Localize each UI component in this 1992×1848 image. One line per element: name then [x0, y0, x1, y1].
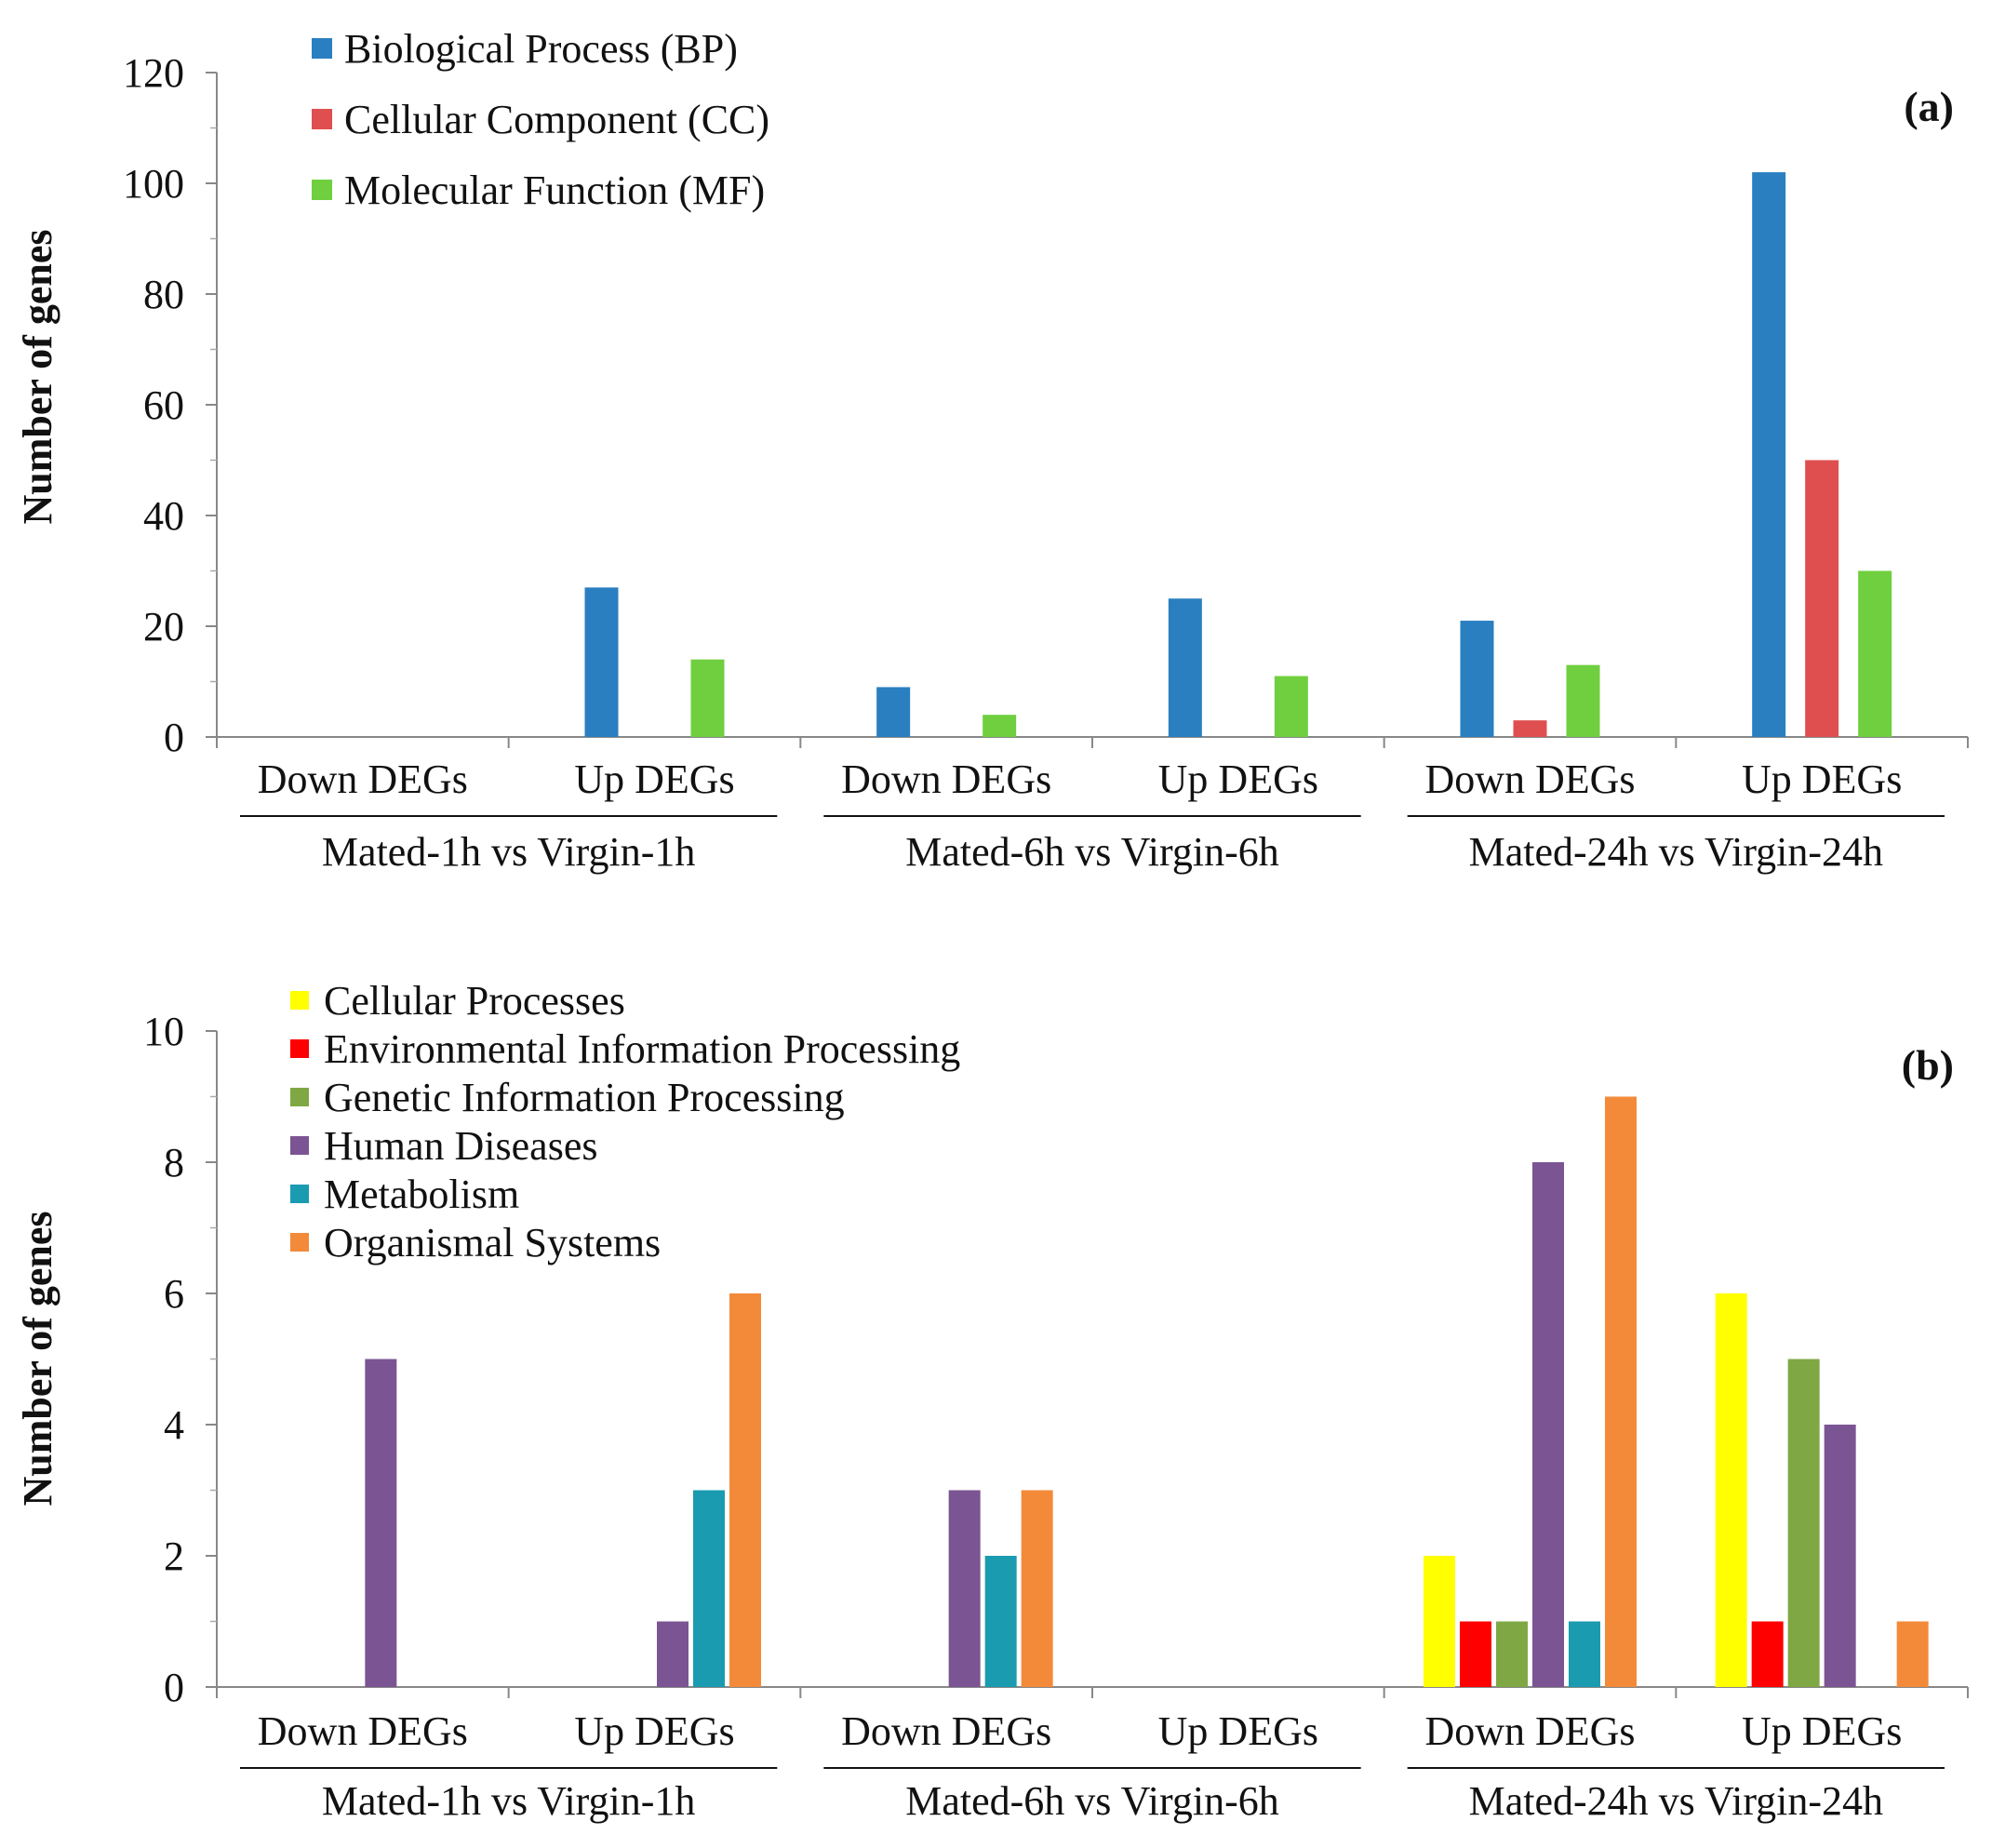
x-category-label: Up DEGs: [574, 757, 734, 802]
bar-metabolism: [693, 1490, 725, 1687]
x-category-label: Down DEGs: [841, 757, 1051, 802]
bar-metabolism: [984, 1556, 1017, 1687]
y-tick-label: 0: [164, 715, 184, 760]
y-tick-label: 80: [143, 272, 184, 317]
bar-metabolism: [1569, 1621, 1600, 1687]
legend-swatch: [290, 1233, 309, 1252]
x-group-label: Mated-24h vs Virgin-24h: [1469, 829, 1883, 875]
bar-molecular-function-mf: [1566, 664, 1600, 737]
bar-organismal-systems: [729, 1293, 761, 1687]
x-category-label: Up DEGs: [1742, 757, 1902, 802]
panel-label: (a): [1904, 83, 1954, 130]
legend-swatch: [290, 1088, 309, 1106]
bar-human-diseases: [1824, 1425, 1856, 1687]
bar-genetic-information-processing: [1496, 1621, 1528, 1687]
bar-organismal-systems: [1896, 1621, 1929, 1687]
legend-label: Environmental Information Processing: [324, 1026, 960, 1072]
bar-biological-process-bp: [1752, 172, 1786, 738]
bar-organismal-systems: [1021, 1490, 1053, 1687]
x-category-label: Down DEGs: [258, 757, 468, 802]
bar-human-diseases: [365, 1359, 397, 1687]
bar-cellular-processes: [1424, 1556, 1455, 1687]
panel-a-bar-chart: 0 20 40 60 80 100 120 Number of genes Down DEGs U…: [15, 26, 1969, 875]
legend-label: Molecular Function (MF): [344, 167, 765, 213]
y-tick-label: 8: [164, 1140, 184, 1185]
legend-label: Genetic Information Processing: [324, 1075, 845, 1120]
y-tick-label: 20: [143, 604, 184, 649]
legend-label: Cellular Processes: [324, 978, 625, 1024]
bar-molecular-function-mf: [1858, 570, 1892, 737]
x-category-label: Down DEGs: [258, 1708, 468, 1754]
y-tick-label: 120: [123, 50, 184, 96]
x-group-label: Mated-6h vs Virgin-6h: [905, 1778, 1278, 1824]
bar-biological-process-bp: [584, 587, 619, 737]
bar-molecular-function-mf: [1274, 676, 1308, 737]
bar-human-diseases: [1532, 1162, 1564, 1687]
legend-label: Biological Process (BP): [344, 26, 738, 72]
legend-swatch: [312, 38, 332, 59]
y-axis-title: Number of genes: [15, 1212, 60, 1507]
x-group-label: Mated-1h vs Virgin-1h: [322, 829, 695, 875]
x-category-label: Down DEGs: [1424, 757, 1635, 802]
bar-environmental-information-processing: [1460, 1621, 1491, 1687]
legend-swatch: [290, 1039, 309, 1058]
legend-label: Cellular Component (CC): [344, 97, 769, 142]
legend-swatch: [312, 109, 332, 129]
y-tick-label: 2: [164, 1533, 184, 1579]
panel-b-bar-chart: 0 2 4 6 8 10 Number of genes Down DEGs Up DEGs Do…: [15, 978, 1969, 1824]
bar-organismal-systems: [1605, 1096, 1637, 1687]
x-group-label: Mated-6h vs Virgin-6h: [905, 829, 1278, 875]
legend-label: Organismal Systems: [324, 1220, 661, 1265]
x-group-label: Mated-1h vs Virgin-1h: [322, 1778, 695, 1824]
legend-swatch: [290, 991, 309, 1010]
y-tick-label: 40: [143, 493, 184, 539]
legend-swatch: [312, 180, 332, 200]
legend-label: Human Diseases: [324, 1123, 598, 1169]
x-category-label: Down DEGs: [841, 1708, 1051, 1754]
legend-label: Metabolism: [324, 1172, 519, 1217]
bar-human-diseases: [948, 1490, 981, 1687]
x-category-label: Up DEGs: [1158, 757, 1318, 802]
bar-biological-process-bp: [1168, 598, 1202, 737]
panel-label: (b): [1902, 1041, 1954, 1089]
legend-swatch: [290, 1185, 309, 1203]
y-axis-title: Number of genes: [15, 230, 60, 525]
x-category-label: Up DEGs: [1742, 1708, 1902, 1754]
x-category-label: Up DEGs: [1158, 1708, 1318, 1754]
legend-swatch: [290, 1136, 309, 1155]
bar-cellular-component-cc: [1513, 720, 1547, 737]
x-category-label: Up DEGs: [574, 1708, 734, 1754]
y-tick-label: 60: [143, 382, 184, 428]
bar-cellular-component-cc: [1805, 460, 1839, 737]
x-category-label: Down DEGs: [1424, 1708, 1635, 1754]
y-tick-label: 0: [164, 1665, 184, 1710]
bar-biological-process-bp: [876, 687, 911, 737]
bar-molecular-function-mf: [983, 715, 1017, 737]
y-tick-label: 100: [123, 161, 184, 207]
y-tick-label: 4: [164, 1402, 184, 1448]
x-group-label: Mated-24h vs Virgin-24h: [1469, 1778, 1883, 1824]
bar-molecular-function-mf: [690, 659, 725, 737]
bar-human-diseases: [657, 1621, 689, 1687]
y-tick-label: 10: [143, 1009, 184, 1054]
bar-environmental-information-processing: [1751, 1621, 1784, 1687]
bar-cellular-processes: [1715, 1293, 1747, 1687]
bar-genetic-information-processing: [1787, 1359, 1820, 1687]
y-tick-label: 6: [164, 1271, 184, 1317]
bar-biological-process-bp: [1460, 621, 1494, 737]
